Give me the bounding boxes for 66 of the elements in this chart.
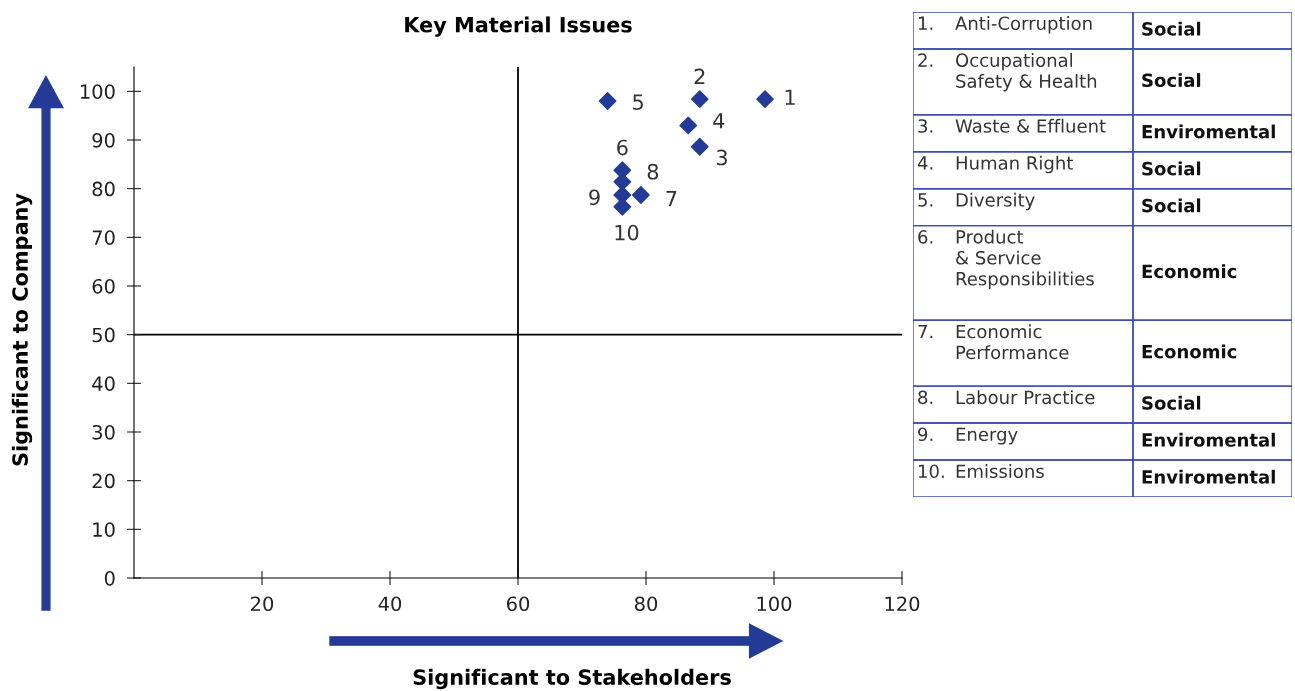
- point: [690, 90, 709, 109]
- y-tick-label: 10: [93, 522, 115, 537]
- text: 2.: [918, 53, 933, 67]
- point: [756, 90, 774, 109]
- x-tick-label: 20: [251, 596, 274, 612]
- annotation: 1: [785, 89, 795, 105]
- text: 6.: [918, 230, 933, 244]
- text: 10.: [918, 464, 944, 479]
- chart-title: Key Material Issues: [405, 16, 632, 37]
- y-tick-label: 30: [92, 424, 115, 440]
- text: Emissions: [956, 464, 1044, 479]
- text: Anti-Corruption: [955, 16, 1092, 34]
- text: Economic Performance: [956, 324, 1069, 360]
- annotation: 6: [617, 139, 628, 156]
- y-axis-title: Significant to Company: [11, 193, 33, 466]
- text: Occupational Safety & Health: [956, 53, 1097, 92]
- x-axis-title: Significant to Stakeholders: [413, 668, 731, 690]
- annotation: 9: [589, 189, 600, 206]
- point: [631, 186, 650, 204]
- point: [690, 137, 709, 156]
- point: [598, 92, 617, 110]
- annotation: 2: [694, 68, 705, 85]
- point: [679, 116, 698, 135]
- text: Economic: [1142, 344, 1237, 359]
- annotation: 3: [716, 149, 727, 166]
- x-tick-label: 100: [757, 596, 792, 612]
- annotation: 7: [666, 191, 677, 207]
- annotation: 10: [615, 224, 639, 241]
- y-tick-label: 70: [92, 230, 115, 245]
- x-tick-label: 120: [885, 596, 920, 612]
- text: Energy: [956, 427, 1018, 445]
- text: Social: [1142, 73, 1201, 88]
- y-tick-label: 20: [92, 473, 115, 489]
- text: Social: [1142, 21, 1201, 36]
- text: Human Right: [956, 155, 1073, 174]
- text: 7.: [918, 324, 933, 339]
- y-tick-label: 100: [80, 84, 115, 99]
- text: 8.: [918, 390, 933, 405]
- annotation: 5: [633, 94, 643, 110]
- text: Enviromental: [1142, 469, 1275, 484]
- y-tick-label: 40: [92, 376, 115, 391]
- text: Enviromental: [1142, 432, 1275, 447]
- text: Diversity: [956, 192, 1035, 211]
- text: 1.: [918, 16, 933, 30]
- text: Labour Practice: [956, 390, 1095, 405]
- y-tick-label: 80: [92, 181, 115, 197]
- x-tick-label: 60: [506, 596, 530, 612]
- text: Social: [1142, 395, 1201, 410]
- x-tick-label: 40: [378, 596, 402, 612]
- y-tick-label: 0: [104, 570, 115, 586]
- text: 5.: [918, 193, 933, 207]
- annotation: 8: [647, 163, 659, 180]
- y-tick-label: 60: [92, 278, 115, 294]
- y-tick-label: 50: [92, 327, 115, 343]
- text: Waste & Effluent: [955, 118, 1106, 133]
- y-tick-label: 90: [92, 132, 115, 148]
- text: Product & Service Responsibilities: [956, 229, 1094, 290]
- text: Social: [1142, 161, 1201, 176]
- text: Economic: [1142, 264, 1237, 279]
- x-tick-label: 80: [634, 596, 658, 612]
- text: 9.: [918, 427, 933, 442]
- text: Enviromental: [1142, 124, 1275, 139]
- text: Social: [1142, 198, 1201, 213]
- text: 3.: [918, 119, 933, 133]
- annotation: 4: [713, 113, 725, 129]
- text: 4.: [917, 156, 933, 170]
